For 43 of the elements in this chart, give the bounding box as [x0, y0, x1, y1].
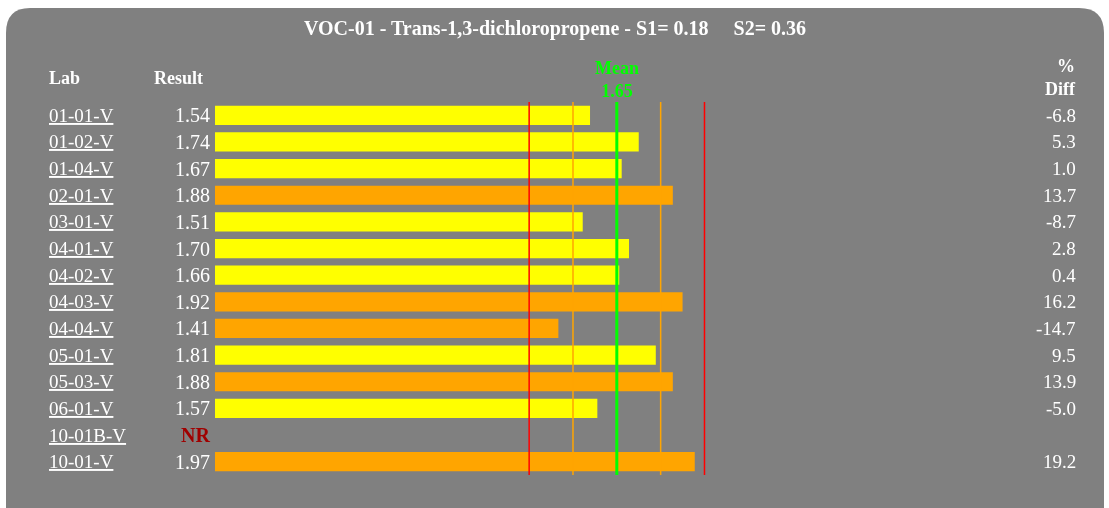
data-label: 1.88 [175, 184, 210, 206]
y-tick-label: 04-02-V [49, 265, 114, 286]
y-tick-label: 01-04-V [49, 158, 114, 179]
text: -6.8 5.3 1.0 13.7 -8.7 2.8 0.4 16.2 -14.7 9.5 13.9 -5.0 19.2 [1036, 105, 1077, 472]
y-tick-label: 04-04-V [49, 318, 114, 339]
data-label: 1.51 [175, 211, 210, 233]
bar [215, 132, 639, 152]
data-label: 1.41 [175, 317, 210, 339]
y-tick-label: 10-01-V [49, 451, 114, 472]
data-label: 1.88 [175, 371, 210, 393]
bar [215, 238, 629, 259]
data-label: 1.81 [175, 344, 210, 366]
y-tick-label: 05-03-V [49, 371, 114, 392]
data-label: 1.70 [175, 238, 210, 260]
chart-title: VOC-01 - Trans-1,3-dichloropropene - S1= 0.18 S2= 0.36 [304, 17, 807, 40]
ref-line-label: Mean 1.65 [595, 58, 639, 102]
text: NR [181, 424, 210, 446]
y-tick-label: 05-01-V [49, 345, 114, 366]
data-label: 1.54 [175, 104, 210, 126]
y-tick-label: 02-01-V [49, 185, 114, 206]
y-tick-label: 10-01B-V [49, 425, 127, 446]
data-label: 1.92 [175, 291, 210, 313]
data-label: 1.66 [175, 264, 210, 286]
bar [215, 398, 598, 418]
text: % Diff [1045, 56, 1076, 100]
x-axis-title: Result [154, 68, 203, 88]
y-tick-label: 06-01-V [49, 398, 114, 419]
bar [215, 105, 591, 125]
y-tick-label: 03-01-V [49, 211, 114, 232]
bar [215, 159, 622, 179]
y-tick-label: 04-01-V [49, 238, 114, 259]
y-tick-label: 01-02-V [49, 131, 114, 152]
data-label: 1.67 [175, 158, 210, 180]
bar [215, 212, 583, 232]
data-label: 1.57 [175, 397, 210, 419]
bar [215, 265, 620, 285]
data-label: 1.74 [175, 131, 210, 153]
y-axis-title: Lab [49, 68, 81, 88]
y-tick-label: 01-01-V [49, 105, 114, 126]
y-tick-label: 04-03-V [49, 291, 114, 312]
bar [215, 318, 559, 339]
data-label: 1.97 [175, 451, 210, 473]
bar [215, 345, 656, 365]
